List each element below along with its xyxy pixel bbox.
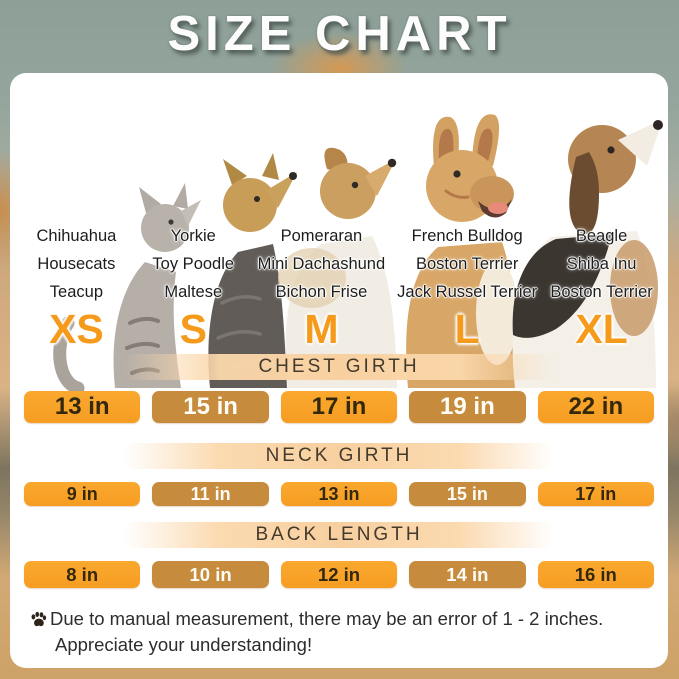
size-column-s: Yorkie Toy Poodle Maltese S [141,222,246,352]
size-columns: Chihuahua Housecats Teacup XS Yorkie Toy… [10,222,668,352]
size-label-m: M [304,306,339,352]
page-title: SIZE CHART [167,7,512,61]
back-length-header: BACK LENGTH [124,522,554,548]
animal-photos [53,114,663,395]
measure-value: 11 in [152,482,269,506]
size-column-xs: Chihuahua Housecats Teacup XS [24,222,129,352]
breed-label: Toy Poodle [152,255,235,273]
french-bulldog-l-image [406,114,519,388]
size-label-l: L [454,306,480,352]
paw-icon [31,611,47,627]
measure-value: 15 in [409,482,526,506]
size-chart-content: Chihuahua Housecats Teacup XS Yorkie Toy… [10,222,668,658]
measure-value: 9 in [24,482,141,506]
measure-value: 13 in [280,482,398,506]
size-label-xl: XL [575,306,628,352]
note-line-1: Due to manual measurement, there may be … [50,608,604,629]
breed-label: Boston Terrier [550,283,653,301]
neck-girth-header: NECK GIRTH [124,443,554,469]
measure-value: 8 in [24,561,141,588]
breed-label: Shiba Inu [566,255,637,273]
chest-girth-header: CHEST GIRTH [124,354,554,380]
measure-value: 22 in [537,391,654,423]
breed-label: Mini Dachashund [257,255,386,273]
breed-label: Bichon Frise [275,283,368,301]
size-column-xl: Beagle Shiba Inu Boston Terrier XL [549,222,654,352]
note-line-2: Appreciate your understanding! [55,634,313,655]
measure-value: 17 in [537,482,654,506]
measure-value: 15 in [152,391,269,423]
breed-label: Beagle [575,227,628,245]
neck-girth-row: 9 in 11 in 13 in 15 in 17 in [10,482,668,506]
beagle-xl-image [512,119,663,388]
measure-value: 10 in [152,561,269,588]
measure-value: 13 in [24,391,141,423]
back-length-row: 8 in 10 in 12 in 14 in 16 in [10,561,668,588]
size-column-l: French Bulldog Boston Terrier Jack Russe… [397,222,537,352]
measure-value: 14 in [409,561,526,588]
breed-label: Jack Russel Terrier [397,283,538,301]
measure-value: 17 in [280,391,398,423]
terrier-m-image [278,147,397,388]
chest-girth-row: 13 in 15 in 17 in 19 in 22 in [10,391,668,423]
breed-label: French Bulldog [411,227,523,245]
breed-label: Housecats [37,255,116,273]
yorkie-s-image [208,153,297,388]
measure-value: 16 in [537,561,654,588]
breed-label: Maltese [164,283,223,301]
breed-label: Boston Terrier [415,255,519,273]
breed-label: Teacup [49,283,104,301]
breed-label: Chihuahua [36,227,117,245]
measure-value: 12 in [280,561,398,588]
size-label-s: S [179,306,207,352]
size-chart-card: Chihuahua Housecats Teacup XS Yorkie Toy… [10,73,668,668]
size-column-m: Pomeraran Mini Dachashund Bichon Frise M [258,222,386,352]
breed-label: Pomeraran [280,227,363,245]
measurement-note: Due to manual measurement, there may be … [10,606,668,658]
breed-label: Yorkie [170,227,216,245]
size-label-xs: XS [49,306,104,352]
measure-value: 19 in [409,391,526,423]
